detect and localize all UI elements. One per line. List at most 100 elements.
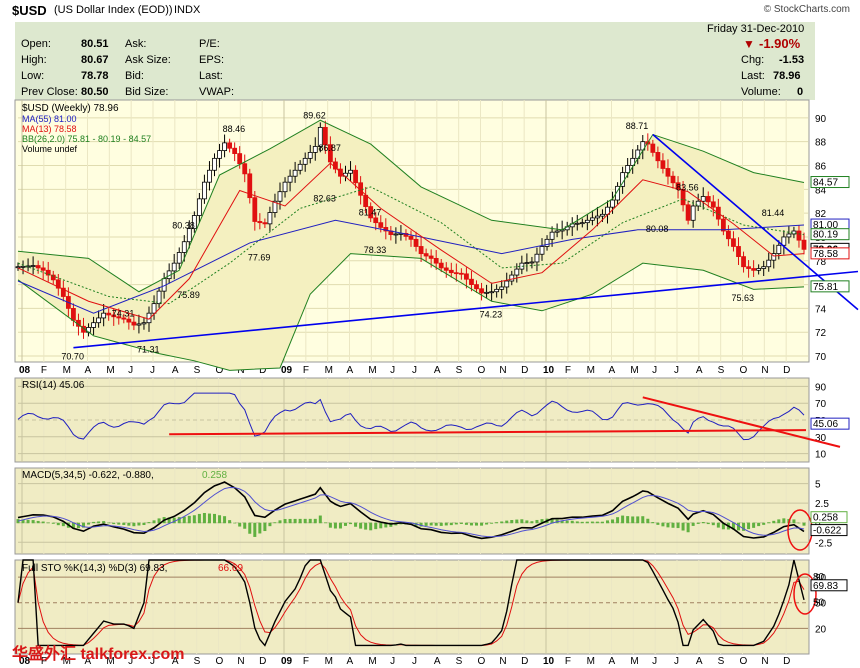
macd-histogram-bar (117, 522, 121, 525)
open-label: Open: (21, 38, 51, 50)
value-tag (810, 247, 850, 260)
month-tick-label: N (761, 365, 768, 376)
candle-body (232, 147, 238, 154)
sto-value-label: 50 (813, 598, 825, 609)
month-tick-label: M (325, 656, 333, 667)
chart-header: $USD (US Dollar Index (EOD)) INDX © Stoc… (0, 0, 860, 22)
candle-body (625, 165, 631, 174)
macd-histogram-bar (263, 522, 267, 532)
price-annotation: 86.87 (318, 143, 341, 153)
month-tick-label: N (499, 656, 506, 667)
macd-histogram-bar (102, 521, 106, 524)
candle-body (196, 198, 202, 216)
candle-body (746, 266, 751, 269)
macd-histogram-bar (525, 520, 529, 524)
candle-body (670, 175, 676, 184)
macd-histogram-bar (338, 522, 342, 529)
candle-body (741, 256, 746, 268)
candle-body (322, 126, 328, 146)
price-tick-label: 78 (815, 257, 827, 268)
macd-histogram-bar (364, 522, 368, 530)
candle-body (277, 191, 283, 202)
macd-histogram-bar (701, 522, 705, 524)
month-tick-label: M (106, 365, 114, 376)
month-tick-label: J (128, 656, 133, 667)
candle-body (549, 231, 555, 240)
candle-body (484, 291, 489, 294)
candle-body (529, 261, 535, 264)
month-tick-label: J (652, 656, 657, 667)
macd-histogram-bar (419, 522, 423, 527)
legend-sto: Full STO %K(14,3) %D(3) 69.83, (22, 563, 167, 574)
macd-histogram-bar (303, 518, 307, 524)
candle-body (453, 272, 459, 275)
macd-histogram-bar (374, 522, 378, 530)
macd-histogram-bar (666, 522, 670, 528)
candle-body (252, 197, 258, 222)
rsi-tick-label: 10 (815, 450, 827, 461)
bid-label: Bid: (125, 70, 144, 82)
macd-histogram-bar (157, 518, 161, 524)
price-annotation: 83.56 (676, 183, 699, 193)
macd-histogram-bar (87, 522, 91, 525)
low-value: 78.78 (81, 70, 109, 82)
macd-histogram-bar (41, 521, 45, 524)
legend-ma13: MA(13) 78.58 (22, 124, 77, 134)
candle-body (700, 196, 706, 202)
price-annotation: 75.89 (177, 290, 200, 300)
macd-histogram-bar (595, 521, 599, 524)
macd-histogram-bar (454, 522, 458, 525)
candle-body (771, 253, 777, 261)
macd-histogram-bar (107, 522, 111, 524)
macd-histogram-bar (716, 522, 720, 528)
month-tick-label: D (783, 365, 790, 376)
price-annotation: 78.33 (364, 245, 387, 255)
macd-histogram-bar (349, 522, 353, 525)
macd-histogram-bar (429, 522, 433, 526)
rsi-downtrend-line (642, 396, 841, 448)
pe-label: P/E: (199, 38, 220, 50)
month-tick-label: M (325, 365, 333, 376)
price-tick-label: 86 (815, 162, 827, 173)
macd-histogram-bar (530, 521, 534, 524)
candle-body (776, 244, 782, 255)
eps-label: EPS: (199, 54, 225, 66)
candle-body (514, 268, 520, 276)
candle-body (655, 151, 661, 162)
sto-tick-label: 20 (815, 624, 827, 635)
candle-body (207, 169, 212, 183)
value-tag-label: 75.81 (813, 282, 838, 293)
macd-histogram-bar (359, 522, 363, 529)
macd-histogram-bar (253, 522, 257, 537)
candle-body (660, 160, 666, 169)
macd-histogram-bar (132, 522, 136, 527)
macd-tick-label: -2.5 (815, 538, 833, 549)
candle-body (786, 233, 792, 238)
candle-body (610, 199, 615, 208)
month-tick-label: M (368, 365, 376, 376)
macd-histogram-bar (434, 522, 438, 526)
price-annotation: 88.71 (626, 121, 649, 131)
volume-value: 0 (797, 86, 804, 98)
month-tick-label: O (216, 656, 224, 667)
candle-body (796, 230, 802, 241)
month-tick-label: M (587, 365, 595, 376)
macd-histogram-bar (495, 522, 499, 524)
rsi-tick-label: 70 (815, 399, 827, 410)
candle-body (146, 312, 152, 324)
brand: © StockCharts.com (763, 4, 850, 15)
month-tick-label: F (565, 656, 571, 667)
candle-body (630, 157, 636, 166)
month-tick-label: A (172, 656, 179, 667)
macd-histogram-bar (142, 522, 146, 526)
macd-histogram-bar (344, 522, 347, 526)
macd-histogram-bar (51, 522, 55, 524)
macd-histogram-bar (76, 522, 80, 529)
macd-histogram-bar (313, 518, 317, 524)
candle-body (60, 287, 66, 297)
candle-body (131, 321, 137, 326)
macd-histogram-bar (515, 519, 519, 524)
candle-body (438, 262, 444, 269)
watermark: 华盛外汇 talkforex.com (12, 646, 185, 663)
macd-value-label: -0.622 (813, 526, 842, 537)
